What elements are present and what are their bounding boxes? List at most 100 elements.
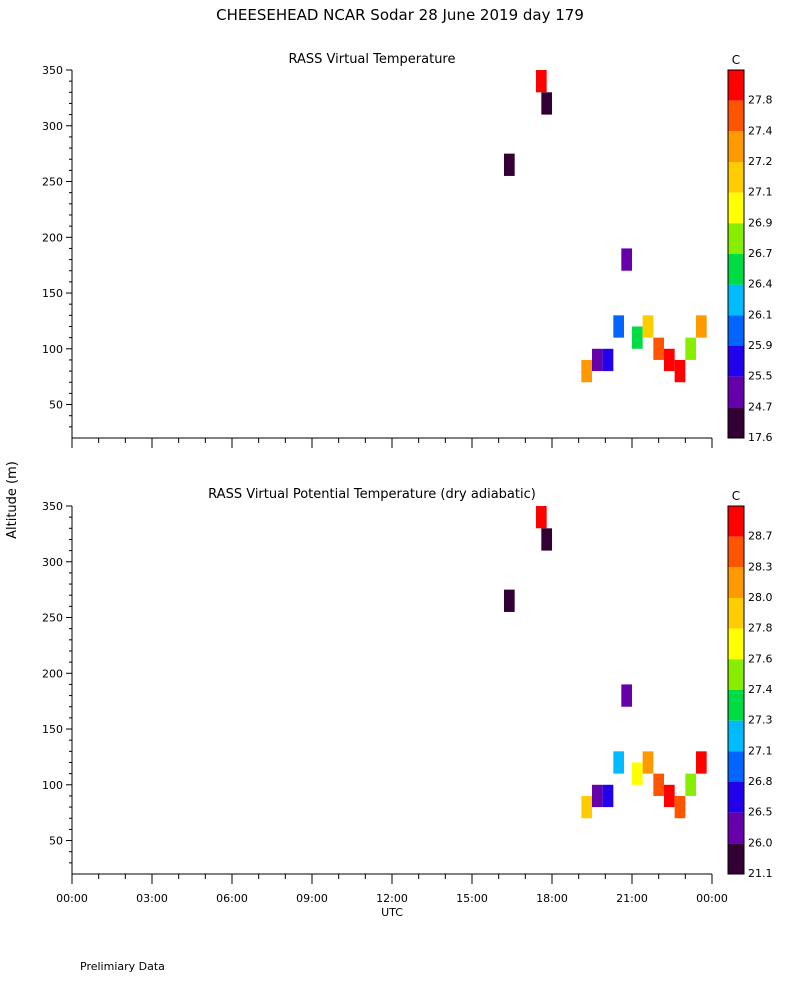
colorbar-label: 28.0 — [748, 591, 773, 604]
y-axis-label: Altitude (m) — [5, 461, 20, 539]
colorbar-label: 28.7 — [748, 530, 773, 543]
colorbar-label: 26.7 — [748, 247, 773, 260]
heatmap-cell — [504, 153, 515, 176]
colorbar-label: 28.3 — [748, 560, 773, 573]
colorbar-label: 27.8 — [748, 94, 773, 107]
colorbar-swatch — [728, 628, 744, 660]
colorbar: C 28.7 28.3 28.0 27.8 27.6 27.4 27.3 27.1 26.8 26.… — [727, 489, 773, 880]
panel-title: RASS Virtual Temperature — [289, 52, 456, 67]
x-axis-label: UTC — [381, 906, 403, 919]
heatmap-cell — [592, 784, 603, 808]
colorbar-swatch — [728, 659, 744, 690]
figure-title: CHEESEHEAD NCAR Sodar 28 June 2019 day 1… — [216, 6, 584, 24]
colorbar-swatch — [728, 376, 744, 408]
colorbar-swatch — [728, 407, 744, 438]
heatmap-cell — [536, 70, 547, 93]
colorbar-swatch — [728, 782, 744, 813]
colorbar-label: 24.7 — [748, 400, 773, 413]
colorbar-swatch — [728, 70, 744, 101]
heatmap-cell — [664, 348, 675, 372]
y-tick-label: 200 — [42, 667, 63, 680]
colorbar-label: 27.6 — [748, 652, 773, 665]
heatmap-cell — [592, 348, 603, 372]
colorbar-swatch — [728, 690, 744, 721]
colorbar-label: 25.5 — [748, 370, 773, 383]
heatmap-cell — [642, 751, 654, 774]
panel-virtual-potential-temperature: RASS Virtual Potential Temperature (dry … — [42, 487, 773, 919]
panel-title: RASS Virtual Potential Temperature (dry … — [208, 487, 536, 502]
colorbar-swatch — [728, 254, 744, 285]
x-tick-label: 18:00 — [536, 892, 568, 905]
panel-virtual-temperature: RASS Virtual Temperature 50 100 150 200 250 30… — [42, 52, 773, 448]
colorbar-label: 26.5 — [748, 806, 773, 819]
heatmap-cell — [696, 751, 707, 774]
y-tick-label: 150 — [42, 723, 63, 736]
heatmap-cell — [613, 315, 624, 338]
colorbar: C 27.8 27.4 27.2 27.1 26.9 26.7 26.4 26.1 25.9 25.… — [727, 53, 773, 444]
heatmap-cell — [642, 315, 654, 338]
colorbar-swatch — [728, 843, 744, 874]
colorbar-label: 27.1 — [748, 186, 773, 199]
heatmap-cell — [685, 337, 696, 360]
heatmap-cell — [504, 589, 515, 612]
colorbar-label: 26.4 — [748, 278, 773, 291]
colorbar-label: 27.2 — [748, 155, 773, 168]
colorbar-swatch — [728, 315, 744, 346]
x-tick-label: 00:00 — [696, 892, 728, 905]
colorbar-swatch — [728, 506, 744, 537]
heatmap-cell — [602, 784, 614, 808]
colorbar-label: 26.0 — [748, 836, 773, 849]
colorbar-swatch — [728, 131, 744, 162]
colorbar-swatch — [728, 567, 744, 598]
x-tick-label: 21:00 — [616, 892, 648, 905]
x-tick-label: 15:00 — [456, 892, 488, 905]
colorbar-swatch — [728, 812, 744, 844]
y-tick-label: 350 — [42, 64, 63, 77]
colorbar-swatch — [728, 598, 744, 629]
colorbar-label: 27.1 — [748, 744, 773, 757]
heatmap-cell — [674, 359, 686, 383]
colorbar-label: 27.8 — [748, 622, 773, 635]
heatmap-cell — [536, 506, 547, 529]
colorbar-swatch — [728, 536, 744, 568]
heatmap-cells — [504, 70, 707, 383]
footer-note: Prelimiary Data — [80, 960, 165, 973]
colorbar-swatch — [728, 720, 744, 752]
colorbar-label: 27.4 — [748, 683, 773, 696]
heatmap-cell — [653, 337, 664, 360]
heatmap-cells — [504, 506, 707, 819]
colorbar-unit: C — [732, 489, 740, 503]
colorbar-label: 27.4 — [748, 124, 773, 137]
y-tick-label: 200 — [42, 231, 63, 244]
heatmap-cell — [664, 784, 675, 808]
y-tick-label: 350 — [42, 500, 63, 513]
colorbar-label: 25.9 — [748, 339, 773, 352]
heatmap-cell — [632, 762, 643, 785]
y-tick-label: 100 — [42, 779, 63, 792]
y-tick-label: 50 — [49, 399, 63, 412]
colorbar-frame — [727, 69, 745, 439]
x-tick-label: 06:00 — [216, 892, 248, 905]
colorbar-swatch — [728, 162, 744, 193]
heatmap-cell — [674, 795, 686, 819]
heatmap-cell — [685, 773, 696, 796]
x-tick-label: 09:00 — [296, 892, 328, 905]
colorbar-frame — [727, 505, 745, 875]
y-tick-label: 250 — [42, 612, 63, 625]
x-tick-label: 00:00 — [56, 892, 88, 905]
colorbar-swatch — [728, 223, 744, 254]
x-tick-label: 12:00 — [376, 892, 408, 905]
y-tick-label: 100 — [42, 343, 63, 356]
colorbar-swatch — [728, 751, 744, 782]
colorbar-label: 26.1 — [748, 308, 773, 321]
colorbar-unit: C — [732, 53, 740, 67]
heatmap-cell — [621, 684, 632, 707]
colorbar-label: 27.3 — [748, 714, 773, 727]
colorbar-label: 17.6 — [748, 431, 773, 444]
heatmap-cell — [613, 751, 624, 774]
heatmap-cell — [581, 795, 592, 819]
heatmap-cell — [653, 773, 664, 796]
y-tick-label: 300 — [42, 120, 63, 133]
colorbar-label: 21.1 — [748, 867, 773, 880]
